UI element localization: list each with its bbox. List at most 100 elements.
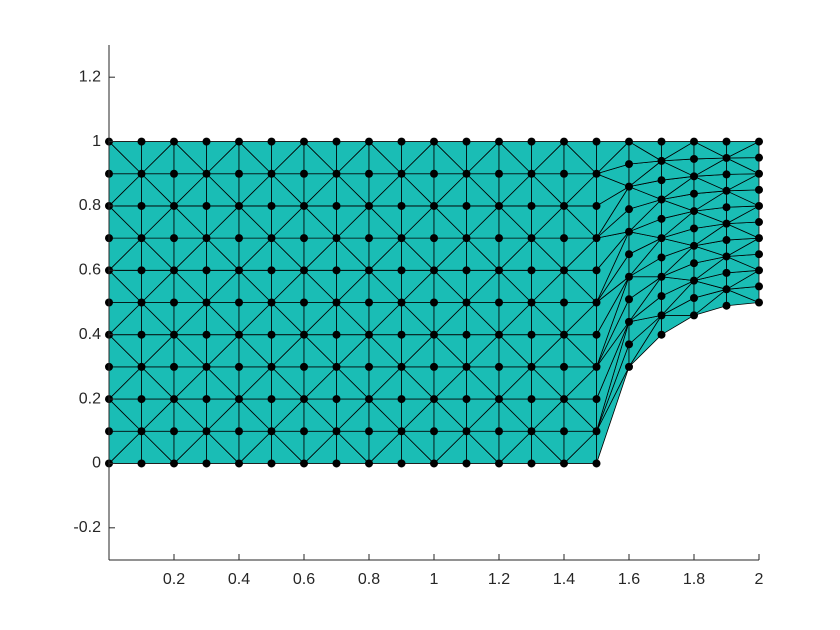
mesh-node bbox=[462, 266, 471, 275]
mesh-node bbox=[137, 330, 146, 339]
mesh-node bbox=[755, 137, 763, 146]
mesh-node bbox=[332, 266, 341, 275]
mesh-node bbox=[267, 395, 276, 404]
mesh-node bbox=[397, 298, 406, 307]
mesh-node bbox=[755, 298, 763, 307]
mesh-node bbox=[657, 156, 666, 165]
mesh-node bbox=[430, 362, 438, 371]
mesh-node bbox=[625, 205, 633, 214]
mesh-node bbox=[332, 362, 341, 371]
mesh-node bbox=[722, 219, 731, 228]
mesh-element bbox=[726, 141, 760, 159]
mesh-node bbox=[657, 195, 666, 204]
mesh-node bbox=[430, 427, 438, 436]
mesh-node bbox=[690, 293, 698, 302]
mesh-node bbox=[462, 298, 471, 307]
mesh-node bbox=[267, 169, 276, 178]
mesh-node bbox=[657, 292, 666, 301]
mesh-node bbox=[202, 362, 211, 371]
mesh-node bbox=[560, 266, 568, 275]
mesh-node bbox=[170, 330, 178, 339]
mesh-node bbox=[202, 266, 211, 275]
mesh-node bbox=[527, 137, 536, 146]
mesh-node bbox=[625, 340, 633, 349]
mesh-node bbox=[592, 201, 601, 210]
mesh-node bbox=[755, 185, 763, 194]
mesh-element bbox=[531, 141, 565, 175]
mesh-node bbox=[755, 250, 763, 259]
mesh-node bbox=[722, 186, 731, 195]
mesh-node bbox=[137, 137, 146, 146]
mesh-node bbox=[625, 227, 633, 236]
mesh-node bbox=[397, 395, 406, 404]
mesh-node bbox=[690, 172, 698, 181]
mesh-node bbox=[430, 137, 438, 146]
mesh-node bbox=[170, 427, 178, 436]
mesh-node bbox=[592, 330, 601, 339]
mesh-node bbox=[332, 427, 341, 436]
mesh-node bbox=[560, 298, 568, 307]
mesh-node bbox=[235, 395, 243, 404]
mesh-node bbox=[365, 459, 373, 468]
mesh-node bbox=[722, 268, 731, 277]
mesh-node bbox=[690, 311, 698, 320]
mesh-node bbox=[495, 459, 503, 468]
mesh-node bbox=[560, 395, 568, 404]
mesh-node bbox=[365, 298, 373, 307]
mesh-node bbox=[170, 459, 178, 468]
mesh-element bbox=[336, 141, 370, 175]
mesh-node bbox=[560, 201, 568, 210]
mesh-node bbox=[235, 169, 243, 178]
mesh-node bbox=[495, 330, 503, 339]
mesh-node bbox=[365, 362, 373, 371]
y-tick-label: 0.6 bbox=[79, 262, 101, 279]
mesh-node bbox=[657, 311, 666, 320]
mesh-node bbox=[430, 169, 438, 178]
mesh-node bbox=[235, 137, 243, 146]
mesh-node bbox=[300, 137, 308, 146]
mesh-node bbox=[397, 169, 406, 178]
mesh-node bbox=[300, 427, 308, 436]
mesh-node bbox=[170, 266, 178, 275]
mesh-node bbox=[462, 459, 471, 468]
mesh-node bbox=[332, 330, 341, 339]
mesh-node bbox=[235, 427, 243, 436]
mesh-node bbox=[625, 272, 633, 281]
mesh-node bbox=[300, 459, 308, 468]
mesh-node bbox=[690, 137, 698, 146]
mesh-node bbox=[560, 427, 568, 436]
mesh-node bbox=[300, 362, 308, 371]
mesh-node bbox=[397, 234, 406, 243]
mesh-node bbox=[690, 224, 698, 233]
mesh-node bbox=[300, 169, 308, 178]
mesh-node bbox=[365, 201, 373, 210]
mesh-node bbox=[722, 252, 731, 261]
mesh-node bbox=[202, 427, 211, 436]
mesh-element bbox=[466, 141, 500, 175]
y-tick-label: 0.4 bbox=[79, 326, 101, 343]
mesh-node bbox=[625, 160, 633, 169]
mesh-node bbox=[755, 153, 763, 162]
mesh-node bbox=[170, 169, 178, 178]
x-tick-label: 0.2 bbox=[163, 571, 185, 588]
mesh-node bbox=[137, 362, 146, 371]
mesh-node bbox=[397, 459, 406, 468]
mesh-node bbox=[657, 214, 666, 223]
mesh-node bbox=[235, 459, 243, 468]
x-tick-label: 1.2 bbox=[488, 571, 510, 588]
mesh-node bbox=[300, 266, 308, 275]
x-tick-label: 0.4 bbox=[228, 571, 250, 588]
mesh-node bbox=[625, 250, 633, 259]
mesh-node bbox=[235, 201, 243, 210]
mesh-node bbox=[722, 301, 731, 310]
mesh-node bbox=[397, 266, 406, 275]
mesh-node bbox=[625, 137, 633, 146]
mesh-node bbox=[300, 298, 308, 307]
mesh-node bbox=[755, 282, 763, 291]
mesh-node bbox=[527, 298, 536, 307]
mesh-node bbox=[202, 137, 211, 146]
mesh-element bbox=[271, 141, 305, 175]
mesh-node bbox=[332, 459, 341, 468]
mesh-element bbox=[401, 141, 435, 175]
mesh-node bbox=[560, 459, 568, 468]
